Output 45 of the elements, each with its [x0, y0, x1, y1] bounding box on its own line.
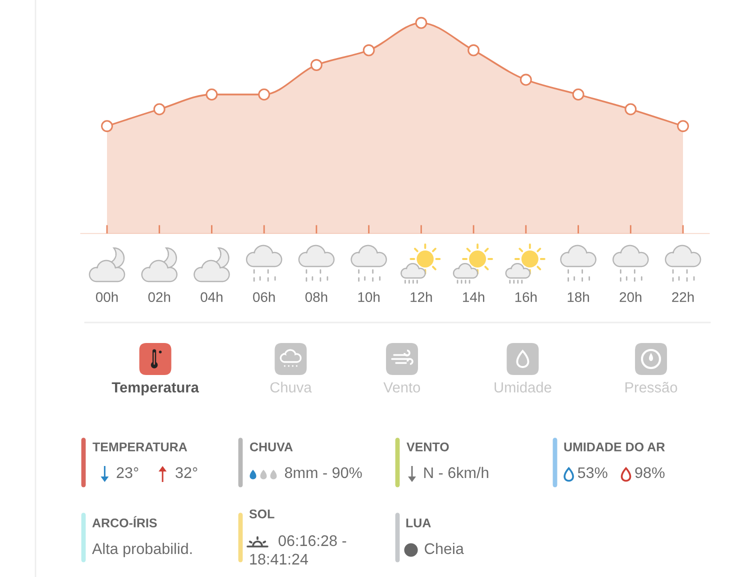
x-tick-label: 10h — [358, 292, 380, 302]
text: 98% — [635, 467, 665, 478]
text: Alta probabilid. — [92, 542, 192, 558]
text: TEMPERATURA — [92, 442, 188, 452]
text: 06:16:28 - 18:41:24 — [250, 535, 346, 565]
text: N - 6km/h — [424, 466, 488, 478]
x-tick-label: 04h — [200, 292, 222, 302]
x-tick-label: 08h — [305, 292, 328, 302]
text: Cheia — [424, 542, 464, 554]
text: UMIDADE DO AR — [564, 442, 665, 452]
point — [415, 16, 428, 29]
point — [520, 74, 532, 86]
point — [624, 103, 637, 116]
point — [153, 103, 166, 116]
text: 8mm - 90% — [284, 467, 362, 478]
text: 53% — [578, 467, 608, 478]
x-tick-label: 12h — [410, 292, 432, 302]
point — [362, 44, 375, 56]
x-tick-label: 18h — [568, 292, 589, 302]
point — [572, 88, 584, 100]
text: 23° — [116, 467, 138, 478]
text: ARCO-ÍRIS — [92, 516, 157, 528]
point — [310, 59, 322, 71]
point — [677, 120, 689, 132]
text: VENTO — [406, 442, 449, 452]
text: CHUVA — [250, 442, 293, 452]
point — [258, 88, 270, 100]
x-tick-label: 02h — [148, 292, 170, 302]
x-tick-label: 22h — [672, 292, 694, 302]
x-tick-label: 20h — [620, 292, 642, 302]
text: LUA — [406, 518, 431, 528]
text: Temperatura — [112, 382, 200, 396]
point — [101, 120, 113, 132]
x-tick-label: 00h — [96, 292, 118, 302]
x-tick-label: 16h — [515, 292, 537, 302]
text: Vento — [383, 382, 420, 393]
point — [468, 44, 480, 56]
point — [206, 88, 218, 100]
text: 32° — [176, 467, 198, 478]
x-tick-label: 14h — [463, 292, 484, 302]
x-tick-label: 06h — [253, 292, 275, 302]
text: Chuva — [270, 382, 312, 393]
text: Pressão — [625, 382, 678, 393]
text: SOL — [249, 510, 274, 518]
text: Umidade — [494, 382, 552, 393]
